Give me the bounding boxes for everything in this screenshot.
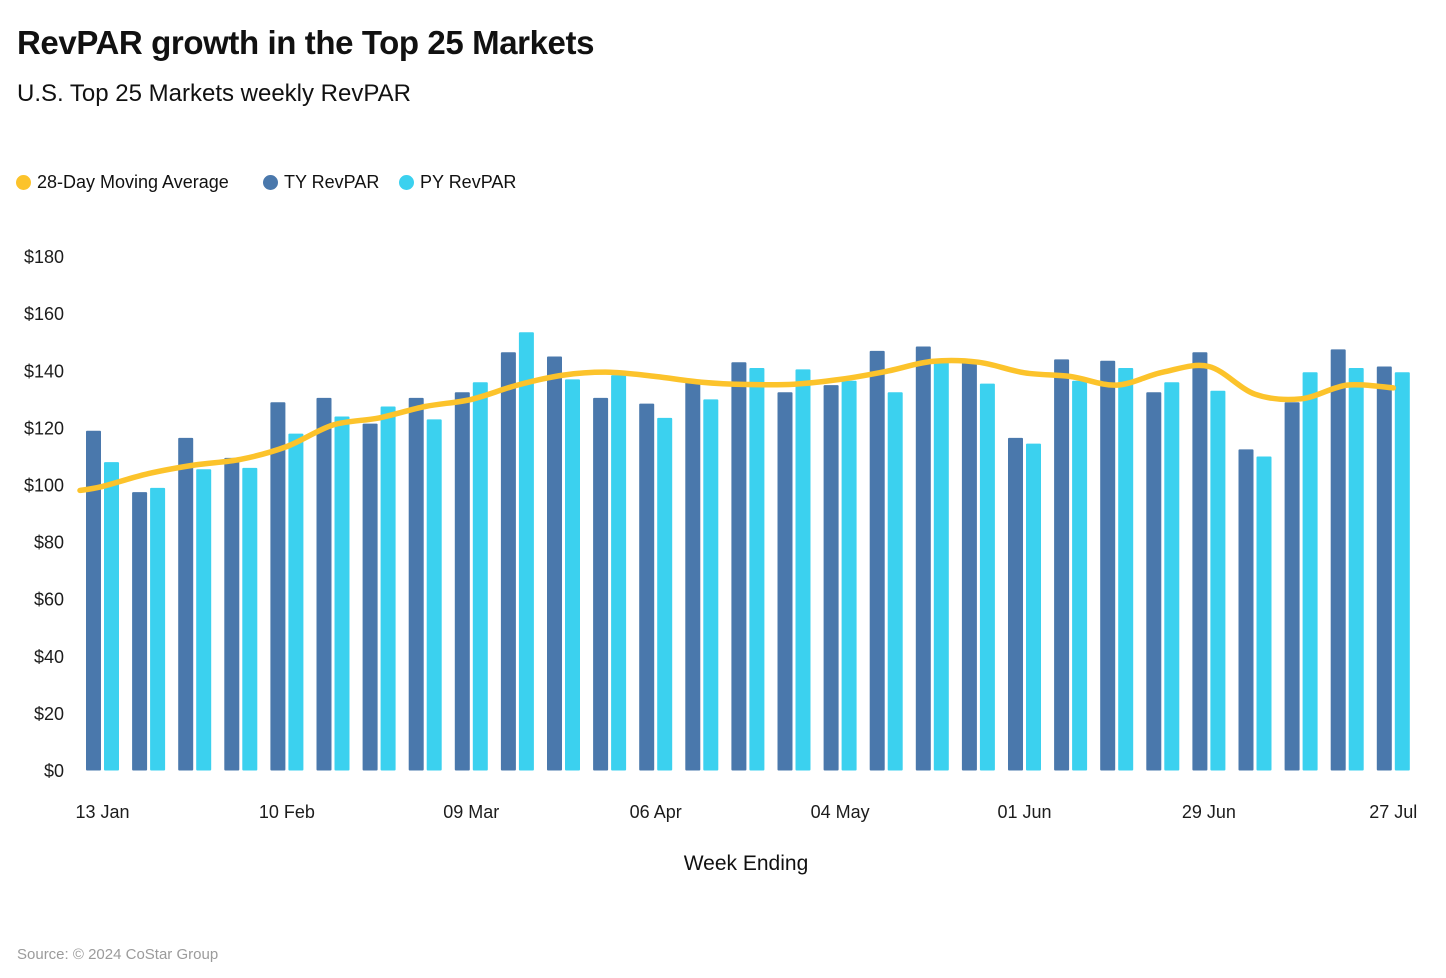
y-axis-tick-label: $180 (24, 247, 64, 267)
ty-revpar-bar (1330, 349, 1346, 771)
legend-label: TY RevPAR (284, 171, 380, 192)
ty-revpar-bar (270, 402, 286, 771)
y-axis-tick-label: $60 (34, 590, 64, 610)
ty-revpar-bar (408, 397, 424, 771)
x-axis-tick-label: 29 Jun (1182, 802, 1236, 822)
x-axis-tick-label: 13 Jan (75, 802, 129, 822)
ty-revpar-bar (224, 457, 240, 771)
py-revpar-bar (150, 487, 166, 771)
page-title: RevPAR growth in the Top 25 Markets (17, 24, 595, 61)
ty-revpar-bar (823, 385, 839, 771)
y-axis-tick-label: $140 (24, 361, 64, 381)
py-revpar-bar (334, 416, 350, 771)
legend-label: 28-Day Moving Average (37, 171, 229, 192)
ty-revpar-bar (1238, 449, 1254, 771)
py-revpar-bar (242, 467, 258, 771)
ty-revpar-legend-dot-icon (263, 174, 278, 190)
py-revpar-bar (1164, 382, 1180, 771)
py-revpar-legend-dot-icon (399, 174, 414, 190)
y-axis-tick-label: $40 (34, 647, 64, 667)
ty-revpar-bar (869, 350, 885, 771)
y-axis-tick-label: $120 (24, 418, 64, 438)
py-revpar-bar (887, 392, 903, 771)
ty-revpar-bar (593, 397, 609, 771)
chart-legend: 28-Day Moving Average TY RevPAR PY RevPA… (0, 171, 1446, 193)
py-revpar-bar (196, 469, 212, 771)
x-axis-tick-label: 01 Jun (997, 802, 1051, 822)
moving-average-legend-dot-icon (16, 174, 31, 190)
ty-revpar-bar (132, 492, 148, 771)
py-revpar-bar (703, 399, 719, 771)
py-revpar-bar (1348, 367, 1364, 771)
py-revpar-bar (1210, 390, 1226, 771)
py-revpar-bar (749, 367, 765, 771)
ty-revpar-bar (731, 362, 747, 771)
source-attribution: Source: © 2024 CoStar Group (17, 946, 219, 963)
py-revpar-bar (1118, 367, 1134, 771)
py-revpar-bar (380, 406, 396, 771)
y-axis-tick-label: $0 (44, 761, 64, 781)
legend-item-ty-revpar: TY RevPAR (263, 171, 379, 193)
x-axis-tick-label: 04 May (811, 802, 870, 822)
ty-revpar-bar (362, 423, 378, 771)
ty-revpar-bar (961, 362, 977, 771)
ty-revpar-bar (685, 382, 701, 771)
ty-revpar-bar (316, 397, 332, 771)
x-axis-tick-label: 27 Jul (1369, 802, 1417, 822)
y-axis-tick-label: $20 (34, 704, 64, 724)
py-revpar-bar (1302, 372, 1318, 771)
py-revpar-bar (795, 369, 811, 771)
ty-revpar-bar (547, 356, 562, 771)
y-axis-tick-label: $160 (24, 304, 64, 324)
py-revpar-bar (611, 375, 627, 771)
ty-revpar-bar (1376, 366, 1392, 771)
py-revpar-bar (979, 383, 995, 771)
py-revpar-bar (841, 380, 857, 771)
py-revpar-bar (104, 462, 119, 771)
page-subtitle: U.S. Top 25 Markets weekly RevPAR (17, 80, 411, 107)
py-revpar-bar (565, 379, 580, 771)
x-axis-tick-label: 09 Mar (443, 802, 499, 822)
py-revpar-bar (933, 362, 949, 771)
y-axis-tick-label: $80 (34, 533, 64, 553)
py-revpar-bar (426, 419, 442, 771)
x-axis-tick-label: 06 Apr (630, 802, 682, 822)
ty-revpar-bar (1008, 437, 1023, 771)
py-revpar-bar (1072, 380, 1088, 771)
py-revpar-bar (518, 332, 534, 771)
py-revpar-bar (1026, 443, 1041, 771)
x-axis-tick-label: 10 Feb (259, 802, 315, 822)
ty-revpar-bar (1284, 402, 1300, 771)
legend-item-py-revpar: PY RevPAR (399, 171, 516, 193)
ty-revpar-bar (86, 430, 101, 771)
ty-revpar-bar (1192, 352, 1208, 771)
legend-item-moving-average: 28-Day Moving Average (16, 171, 229, 193)
ty-revpar-bar (915, 346, 931, 771)
legend-label: PY RevPAR (420, 171, 517, 192)
ty-revpar-bar (1146, 392, 1162, 771)
py-revpar-bar (1256, 456, 1272, 771)
x-axis-title: Week Ending (684, 852, 809, 875)
moving-average-line (77, 357, 1397, 494)
py-revpar-bar (472, 382, 488, 771)
py-revpar-bar (1394, 372, 1410, 771)
ty-revpar-bar (639, 403, 655, 771)
ty-revpar-bar (178, 437, 194, 771)
ty-revpar-bar (777, 392, 793, 771)
ty-revpar-bar (1100, 360, 1116, 771)
py-revpar-bar (288, 433, 304, 771)
ty-revpar-bar (454, 392, 470, 771)
ty-revpar-bar (500, 352, 516, 771)
py-revpar-bar (657, 417, 673, 771)
y-axis-tick-label: $100 (24, 476, 64, 496)
ty-revpar-bar (1054, 359, 1070, 771)
